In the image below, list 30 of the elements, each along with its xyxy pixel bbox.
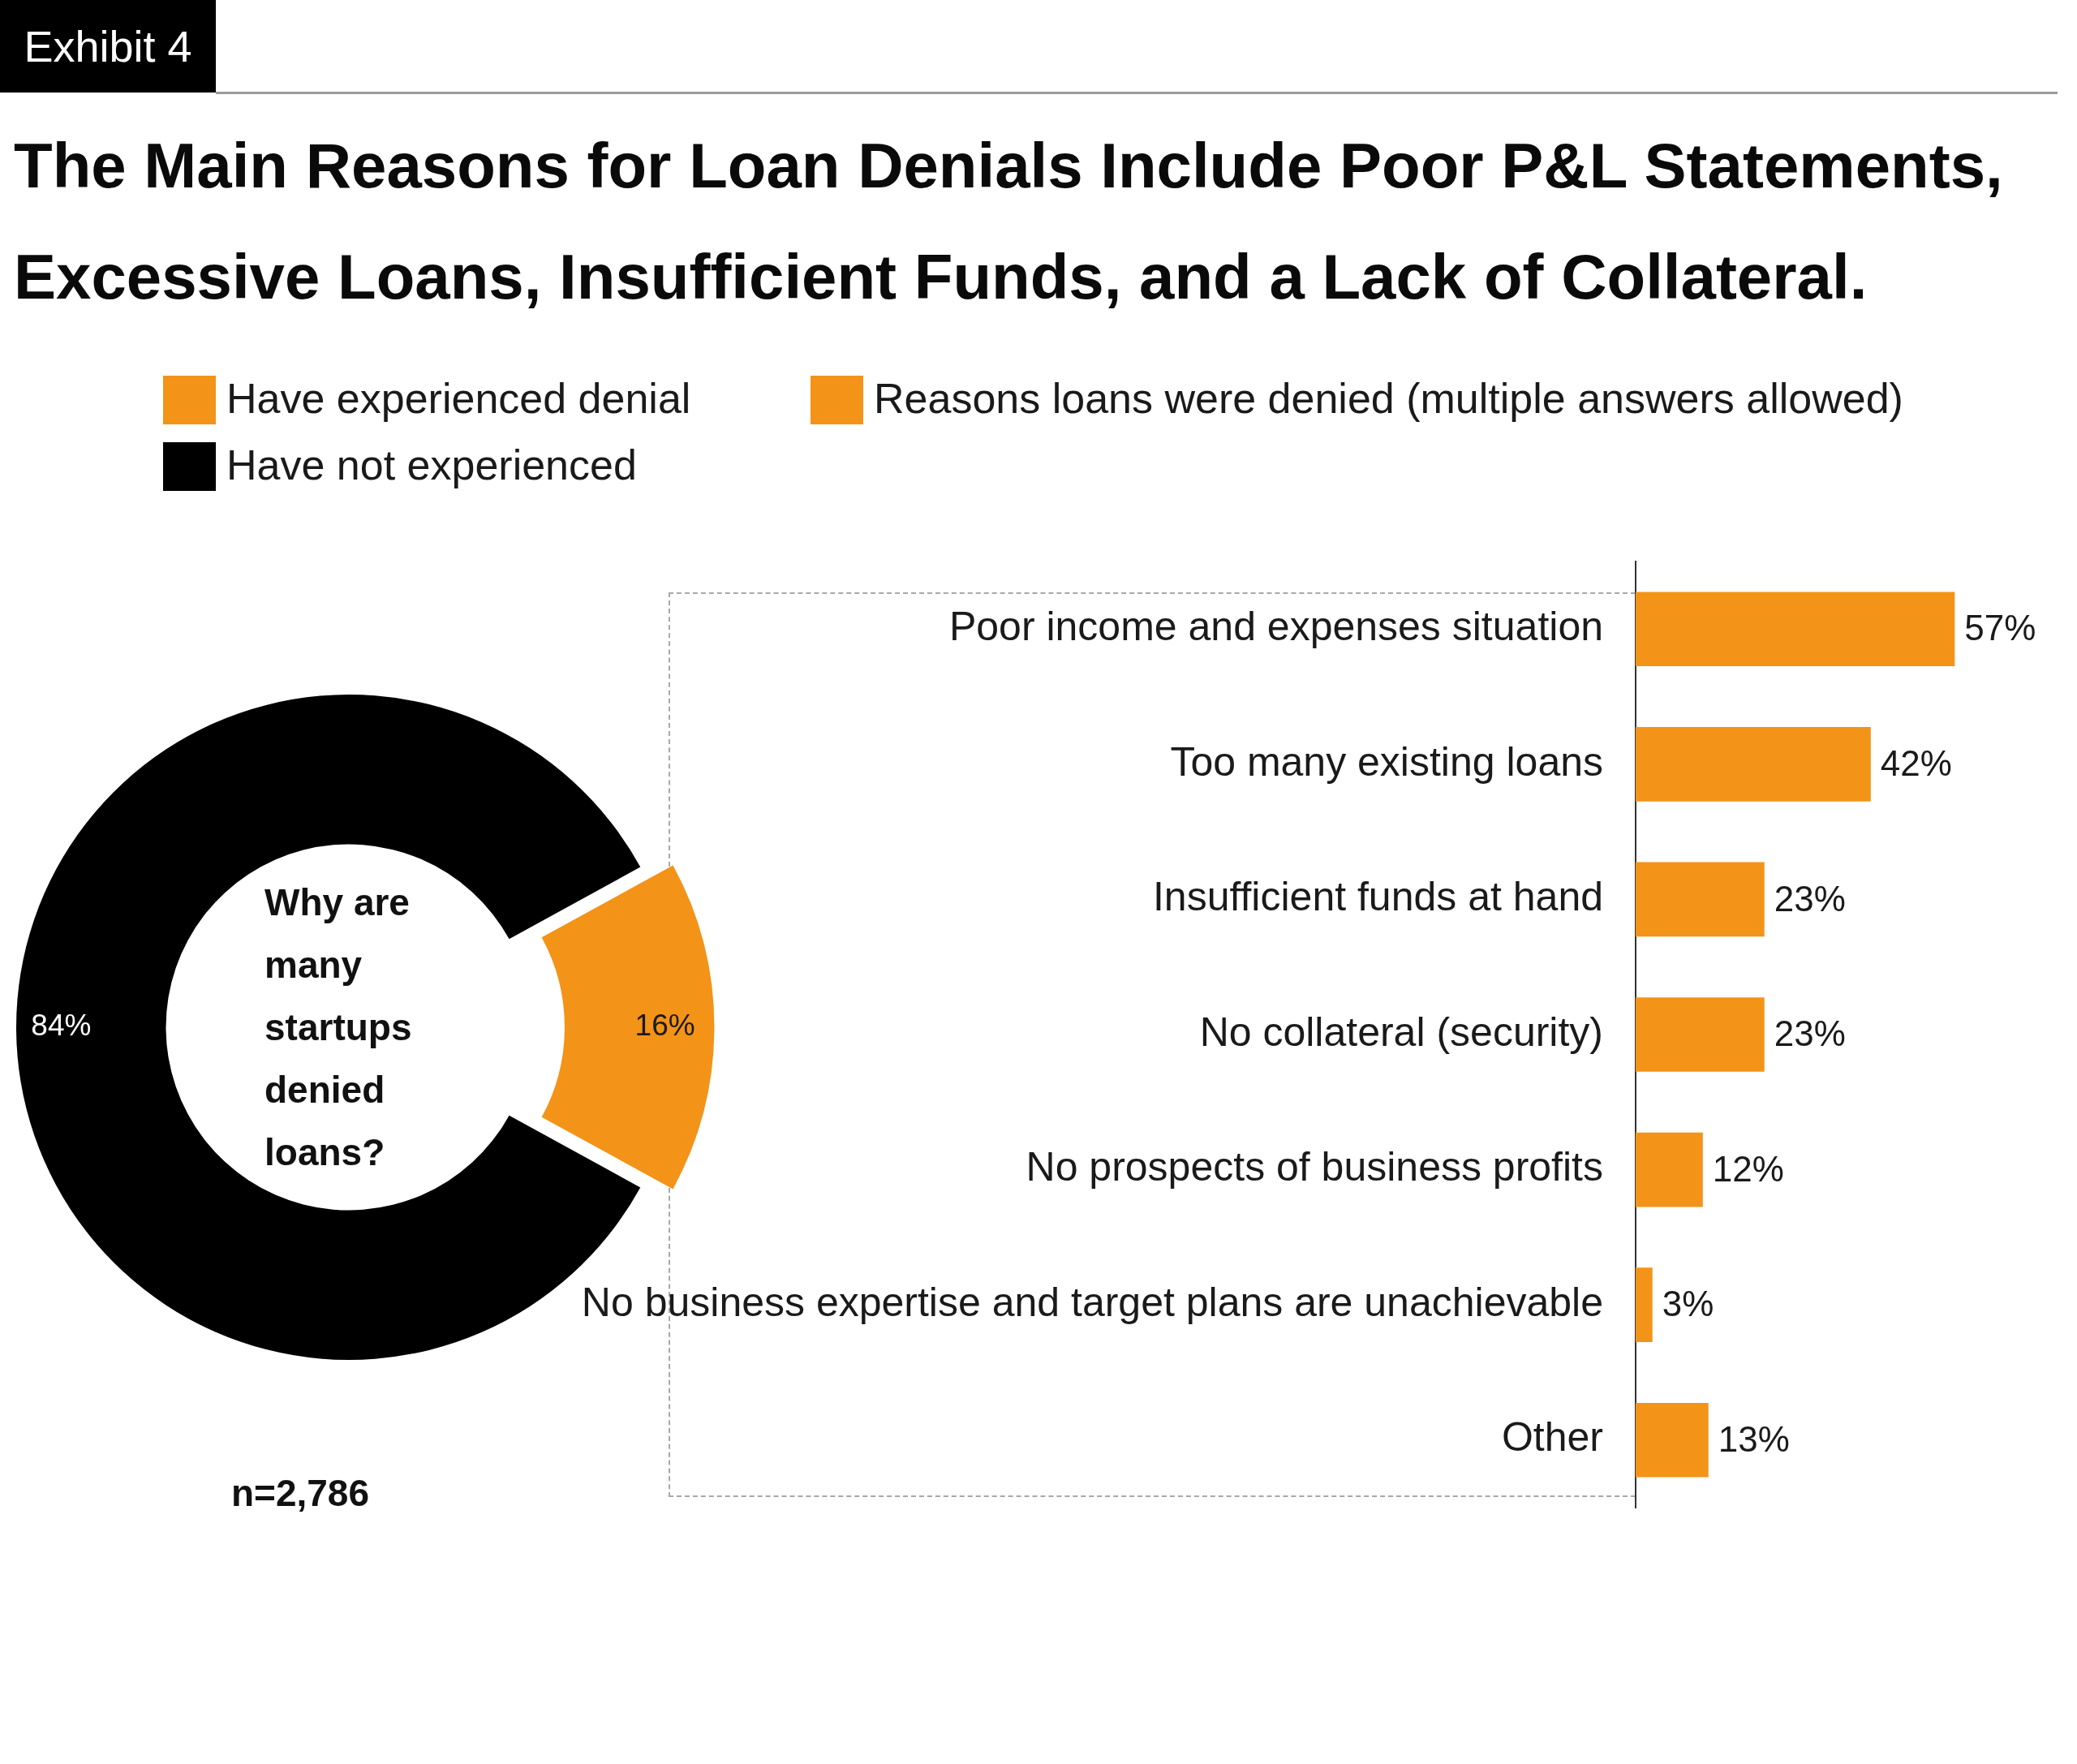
legend-label: Reasons loans were denied (multiple answers allowed) <box>874 375 1903 423</box>
bar <box>1636 1132 1703 1207</box>
bar <box>1636 1267 1653 1342</box>
text: n=2,786 <box>230 1471 371 1516</box>
data-label: 23% <box>1774 1013 1846 1054</box>
data-label: 23% <box>1774 878 1846 919</box>
y-tick-label: No collateral (security) <box>1199 1009 1603 1055</box>
data-label: 3% <box>1662 1284 1714 1324</box>
data-label: 42% <box>1880 743 1952 783</box>
bar <box>1636 1402 1709 1478</box>
bar <box>1636 997 1765 1072</box>
bar <box>1636 592 1955 667</box>
data-label: 84% <box>31 1009 92 1043</box>
data-label: 12% <box>1712 1148 1784 1189</box>
text: Exhibit 4 <box>0 0 216 93</box>
legend-label: Have experienced denial <box>226 375 691 423</box>
y-tick-label: Too many existing loans <box>1170 738 1603 785</box>
y-tick-label: No business expertise and target plans are unachievable <box>581 1279 1603 1325</box>
bar <box>1636 727 1871 802</box>
y-tick-label: No prospects of business profits <box>1026 1144 1603 1190</box>
y-tick-label: Other <box>1501 1414 1603 1461</box>
data-label: 57% <box>1964 608 2036 648</box>
y-tick-label: Poor income and expenses situation <box>948 604 1603 650</box>
data-label: 16% <box>634 1009 695 1043</box>
text: The Main Reasons for Loan Denials Include Poor P&L Statements, Excessive Loans, Insufficient Funds, and a Lack of Collateral. <box>14 129 2004 314</box>
legend-label: Have not experienced <box>226 441 637 489</box>
y-tick-label: Insufficient funds at hand <box>1152 874 1603 920</box>
text: Why are many startups denied loans? <box>264 880 413 1175</box>
data-label: 13% <box>1718 1418 1790 1459</box>
bar <box>1636 862 1765 937</box>
